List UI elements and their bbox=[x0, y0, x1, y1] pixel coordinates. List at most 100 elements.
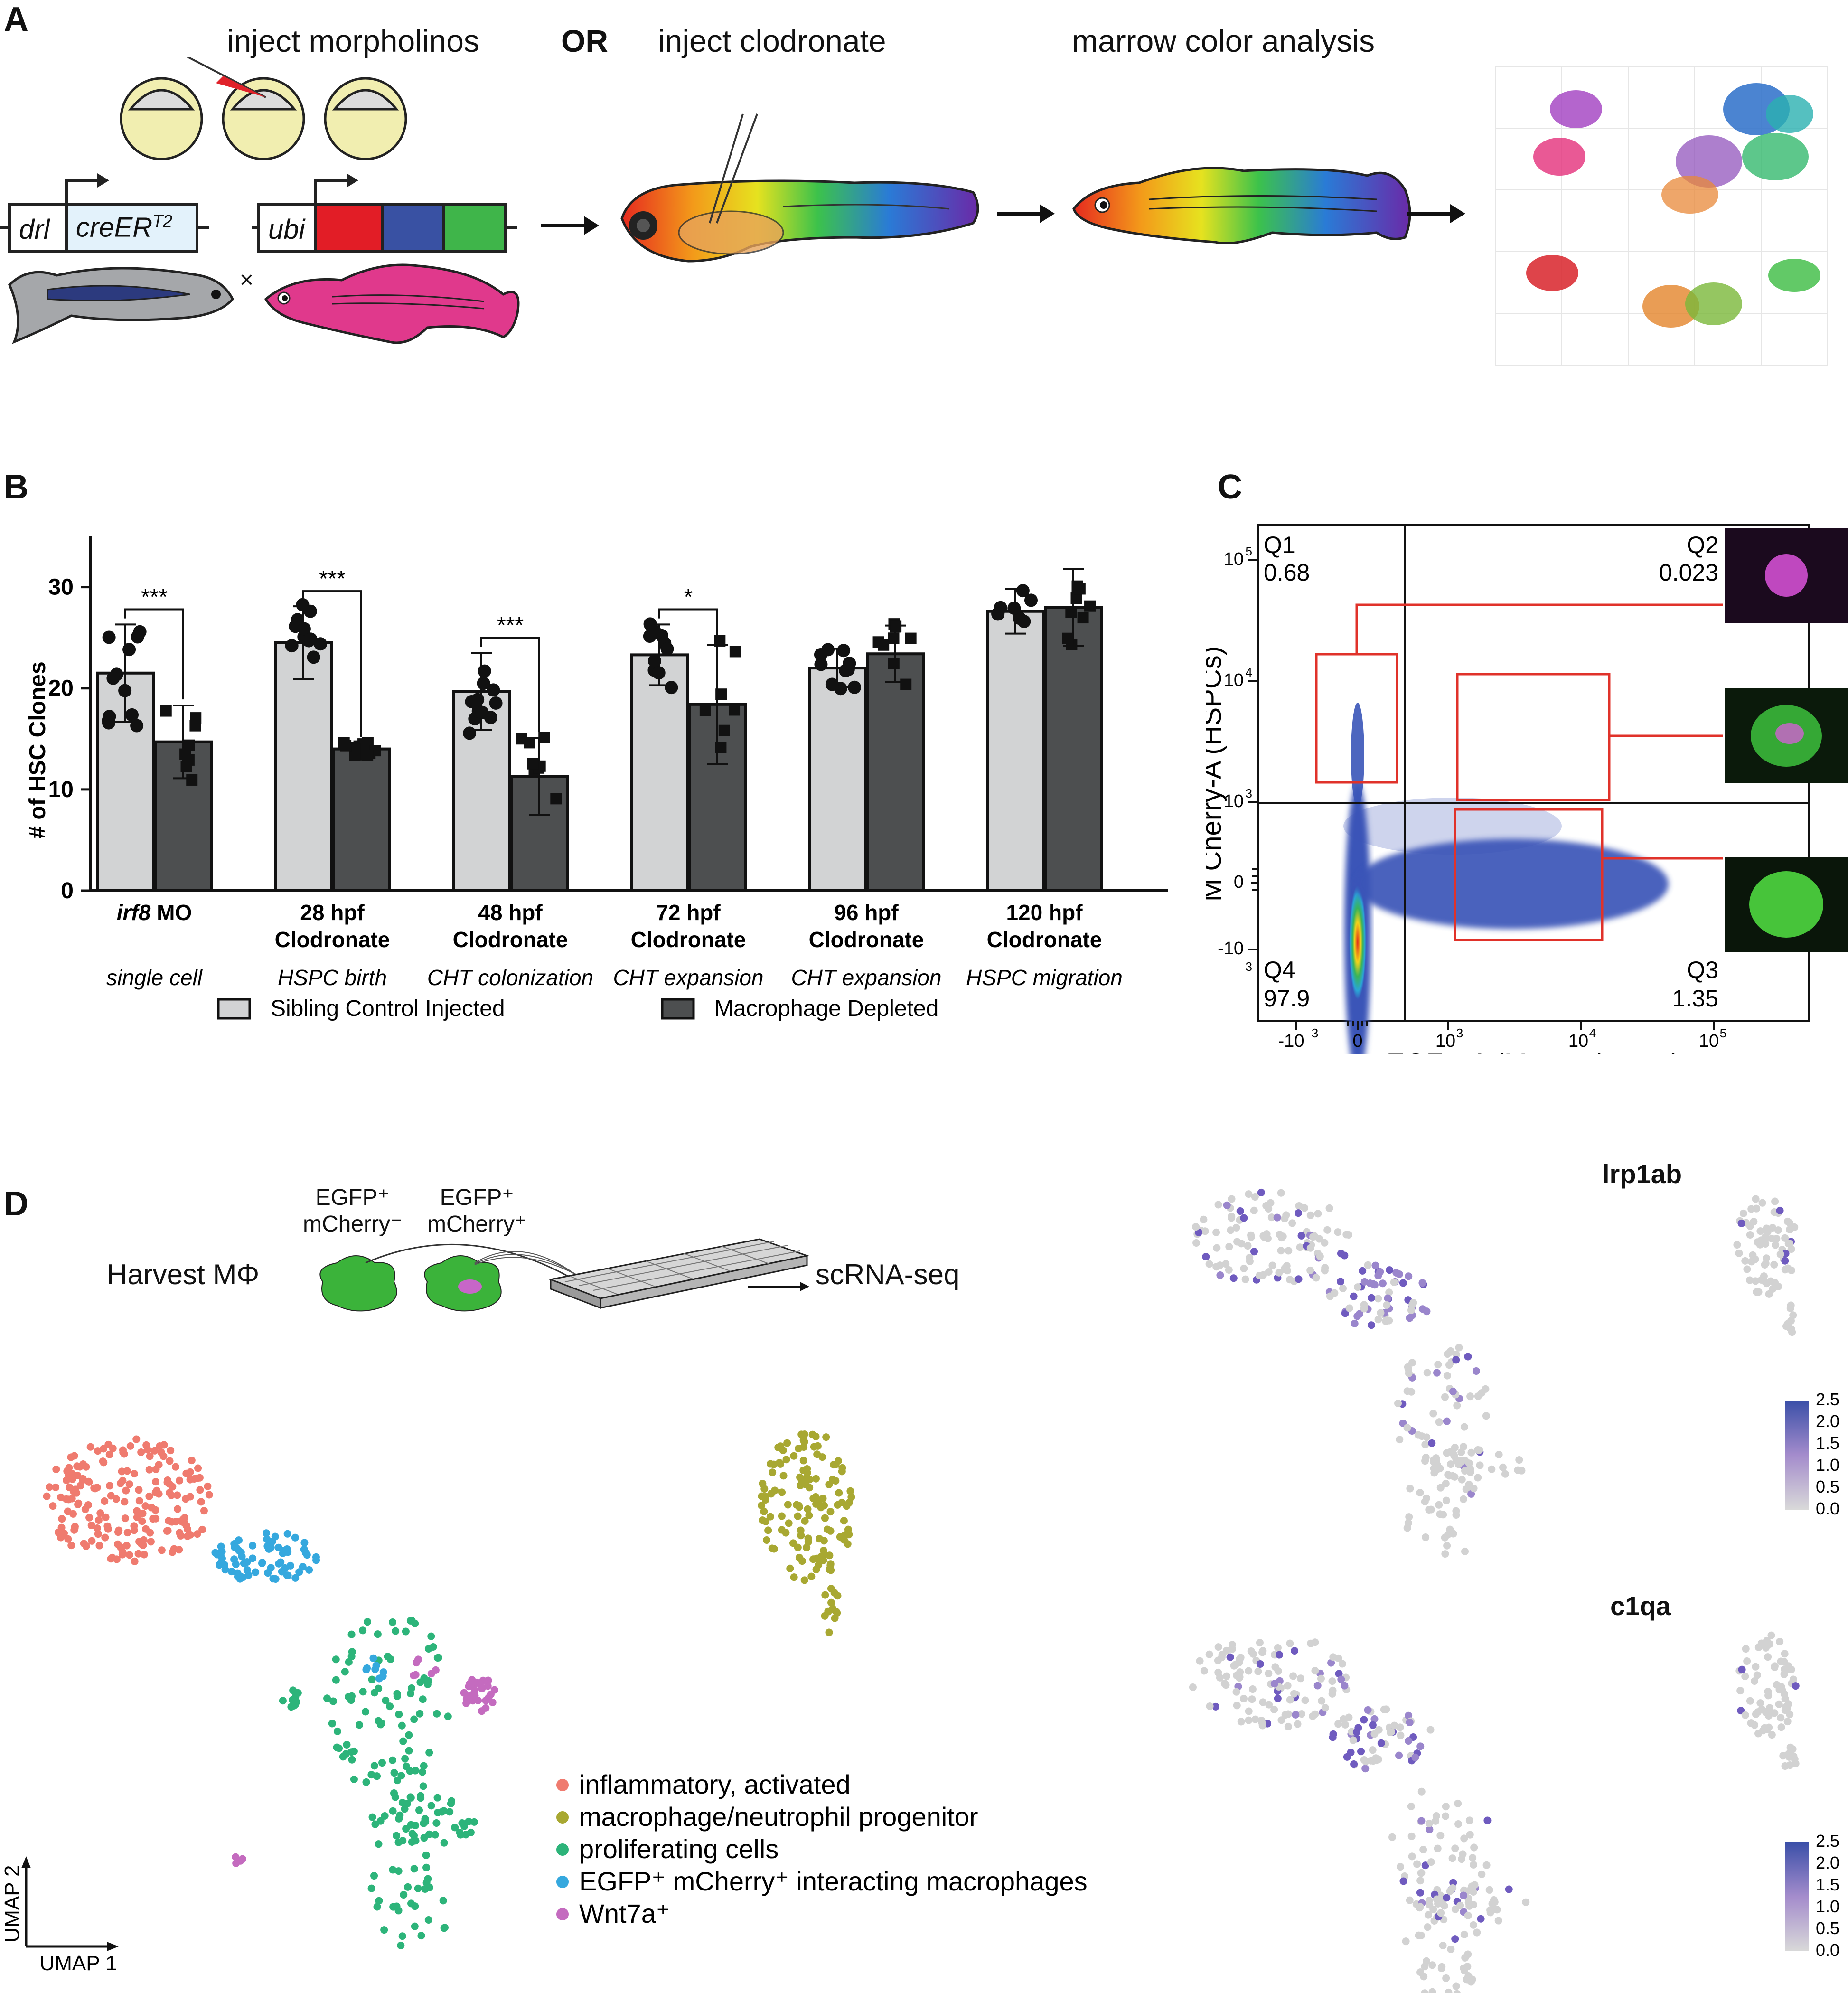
umap-point bbox=[832, 1477, 840, 1485]
umap-point bbox=[809, 1555, 817, 1563]
umap-point bbox=[150, 1447, 159, 1455]
umap-point bbox=[397, 1772, 405, 1780]
feature-point bbox=[1776, 1637, 1784, 1645]
bar-control bbox=[808, 667, 867, 892]
data-point bbox=[1007, 602, 1021, 615]
flow-cytometry-plot: Q1 0.68 Q2 0.023 Q3 1.35 Q4 97.9 10 5 10… bbox=[1206, 524, 1848, 1054]
feature-point bbox=[1459, 1891, 1467, 1899]
umap-point bbox=[460, 1689, 468, 1697]
umap-point bbox=[807, 1572, 816, 1580]
feature-point bbox=[1390, 1278, 1398, 1286]
umap-point bbox=[134, 1550, 142, 1558]
umap-point bbox=[151, 1506, 159, 1514]
umap-point bbox=[79, 1475, 87, 1483]
population-density-hot bbox=[1349, 885, 1366, 999]
panel-letter-a: A bbox=[4, 0, 28, 38]
x-tick-exp: 4 bbox=[1589, 1026, 1596, 1040]
feature-point bbox=[1249, 1650, 1257, 1658]
umap-point bbox=[414, 1884, 422, 1892]
umap-point bbox=[456, 1829, 464, 1837]
umap-point bbox=[427, 1632, 435, 1640]
feature-point bbox=[1781, 1257, 1789, 1265]
feature-point bbox=[1200, 1667, 1208, 1675]
umap-point bbox=[411, 1922, 419, 1930]
x-tick-exp: 3 bbox=[1312, 1026, 1318, 1040]
feature-point bbox=[1237, 1718, 1245, 1726]
umap-point bbox=[381, 1812, 389, 1820]
umap-point bbox=[422, 1863, 431, 1871]
feature-point bbox=[1337, 1250, 1345, 1258]
legend-swatch-control bbox=[217, 998, 251, 1020]
umap-point bbox=[770, 1545, 778, 1553]
feature-point bbox=[1405, 1513, 1413, 1521]
feature-point bbox=[1774, 1282, 1782, 1290]
step-inject-morpholinos: inject morpholinos bbox=[227, 23, 479, 58]
feature-point bbox=[1443, 1542, 1451, 1550]
umap-point bbox=[84, 1501, 92, 1509]
umap-point bbox=[825, 1628, 833, 1636]
feature-point bbox=[1420, 1973, 1428, 1981]
data-point bbox=[699, 705, 711, 716]
umap-point bbox=[70, 1452, 78, 1460]
scale-bar-2 bbox=[1785, 1842, 1809, 1951]
umap-point bbox=[125, 1480, 133, 1488]
cell-image-double-engulfed bbox=[1775, 723, 1804, 744]
umap-point bbox=[389, 1618, 397, 1626]
feature-point bbox=[1291, 1647, 1299, 1655]
feature-point bbox=[1374, 1271, 1382, 1279]
significance-label: *** bbox=[497, 613, 524, 638]
feature-point bbox=[1328, 1690, 1336, 1698]
umap-point bbox=[109, 1444, 117, 1452]
feature-point bbox=[1396, 1436, 1404, 1444]
feature-point bbox=[1364, 1706, 1372, 1714]
feature-point bbox=[1765, 1723, 1773, 1731]
umap-point bbox=[411, 1619, 419, 1627]
data-point bbox=[463, 726, 477, 740]
data-point bbox=[848, 680, 862, 694]
step-inject-clodronate: inject clodronate bbox=[658, 23, 886, 58]
umap-point bbox=[188, 1457, 196, 1465]
feature-point bbox=[1488, 1465, 1496, 1473]
feature-point bbox=[1494, 1917, 1502, 1925]
data-point bbox=[538, 732, 550, 743]
feature-point bbox=[1442, 1496, 1450, 1504]
feature-point bbox=[1339, 1284, 1347, 1292]
feature-point bbox=[1276, 1651, 1284, 1659]
y-tick-label: 10 bbox=[1224, 670, 1244, 690]
feature-point bbox=[1465, 1816, 1473, 1824]
feature-point bbox=[1736, 1687, 1745, 1695]
data-point bbox=[527, 758, 539, 770]
feature-point bbox=[1418, 1279, 1426, 1287]
umap-point bbox=[198, 1525, 206, 1533]
umap-point bbox=[382, 1696, 390, 1704]
y-tick-label: 10 bbox=[1224, 791, 1244, 811]
population-q3 bbox=[1355, 839, 1669, 929]
umap-point bbox=[350, 1747, 358, 1755]
feature-point bbox=[1233, 1702, 1241, 1710]
umap-point bbox=[263, 1535, 271, 1543]
umap-point bbox=[348, 1648, 356, 1656]
umap-point bbox=[414, 1655, 422, 1664]
umap-point bbox=[823, 1525, 831, 1533]
feature-point bbox=[1218, 1653, 1226, 1661]
y-tick-exp: 3 bbox=[1246, 786, 1252, 800]
feature-point bbox=[1254, 1667, 1262, 1675]
plate-icon bbox=[548, 1238, 810, 1309]
feature-point bbox=[1764, 1692, 1773, 1700]
umap-point bbox=[779, 1472, 788, 1480]
umap-point bbox=[114, 1540, 122, 1548]
umap-point bbox=[817, 1504, 825, 1512]
data-point bbox=[843, 657, 856, 670]
umap-point bbox=[118, 1467, 126, 1476]
y-tick-label: 30 bbox=[48, 575, 74, 600]
data-point bbox=[837, 644, 851, 658]
feature-point bbox=[1764, 1653, 1772, 1661]
feature-point bbox=[1362, 1758, 1370, 1766]
umap-point bbox=[819, 1556, 827, 1564]
umap-point bbox=[395, 1711, 403, 1719]
umap-point bbox=[467, 1681, 475, 1689]
panel-a-schematic bbox=[0, 57, 1828, 366]
feature-point bbox=[1273, 1213, 1281, 1222]
umap-point bbox=[410, 1865, 418, 1873]
umap-point bbox=[820, 1537, 828, 1545]
